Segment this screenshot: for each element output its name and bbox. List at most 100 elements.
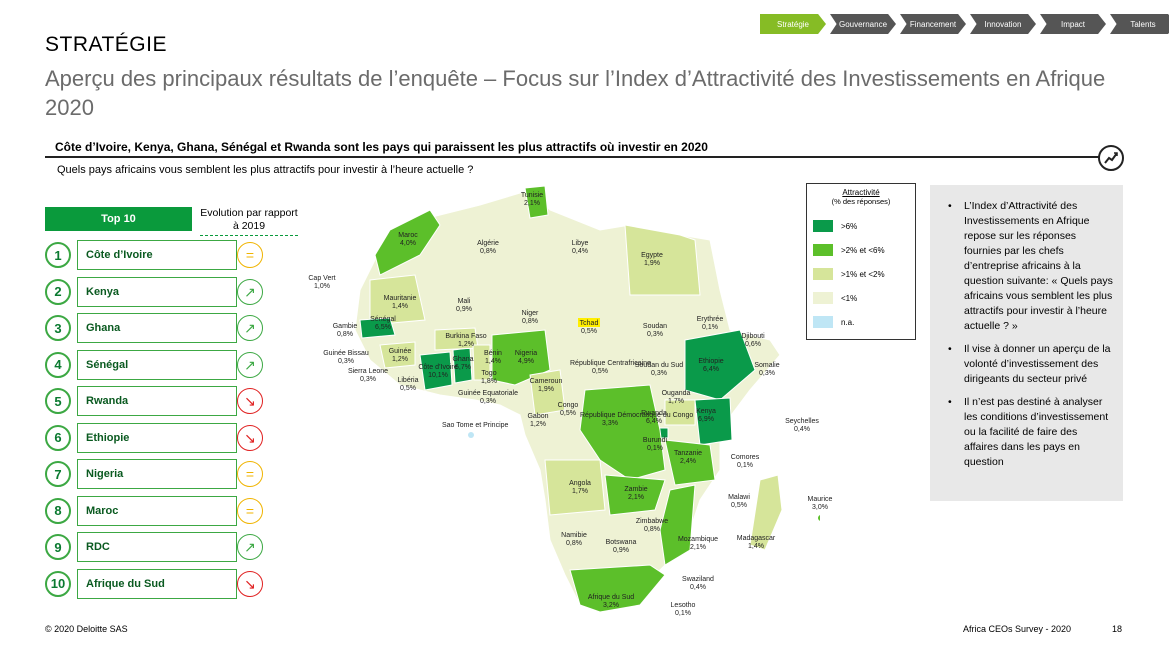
map-label-value: 1,2% [392, 356, 408, 363]
trend-down-icon: ↘ [237, 388, 263, 414]
map-label-country: Guinée [388, 348, 412, 355]
legend-item: >1% et <2% [813, 262, 909, 286]
survey-question: Quels pays africains vous semblent les p… [57, 164, 474, 176]
map-label: Soudan 0,3% [625, 323, 685, 339]
map-label: Sao Tome et Principe [442, 422, 509, 430]
map-label-country: Ouganda [661, 390, 691, 397]
map-label-country: Maroc [398, 232, 418, 239]
country-name: Afrique du Sud [77, 568, 237, 599]
breadcrumb-item-impact[interactable]: Impact [1040, 14, 1106, 34]
map-label-country: Mauritanie [383, 295, 417, 302]
top10-row: 5 Rwanda ↘ [45, 386, 305, 416]
region-maroc [374, 209, 441, 276]
evolution-header: Evolution par rapport à 2019 [200, 207, 298, 236]
country-name: Ghana [77, 313, 237, 343]
region-guinee [379, 341, 416, 369]
map-label: Djibouti 0,6% [723, 333, 783, 349]
legend-label: <1% [841, 293, 858, 303]
map-label-value: 0,3% [647, 331, 663, 338]
map-label-value: 0,4% [794, 426, 810, 433]
map-label: Lesotho 0,1% [653, 602, 713, 618]
legend-label: >2% et <6% [841, 245, 885, 255]
region-rdc [579, 384, 666, 481]
map-label-value: 4,0% [400, 240, 416, 247]
map-label-country: Maurice [807, 496, 833, 503]
top10-row: 2 Kenya ↗ [45, 276, 305, 307]
region-benin-togo [472, 344, 491, 381]
trend-equal-icon: = [237, 461, 263, 487]
info-bullet: Il n’est pas destiné à analyser les cond… [940, 395, 1113, 470]
map-label: Togo 1,8% [459, 370, 519, 386]
africa-map-svg [354, 185, 824, 613]
map-label: Guinée 1,2% [370, 348, 430, 364]
map-label-value: 0,3% [360, 376, 376, 383]
map-label-country: Tchad [579, 320, 599, 327]
map-label-country: Gabon [527, 413, 549, 420]
region-egypte [624, 224, 701, 296]
map-label: Tanzanie 2,4% [658, 450, 718, 466]
map-label-country: Sierra Leone [347, 368, 389, 375]
section-title: STRATÉGIE [45, 33, 167, 56]
map-label-country: Burundi [642, 437, 668, 444]
map-label: Niger 0,8% [500, 310, 560, 326]
rank-badge: 9 [45, 534, 71, 560]
legend-item: >2% et <6% [813, 238, 909, 262]
map-label-country: Ethiopie [698, 358, 724, 365]
country-name: Ethiopie [77, 422, 237, 453]
map-label-value: 0,5% [560, 410, 576, 417]
map-label-value: 0,5% [581, 328, 597, 335]
rank-badge: 3 [45, 315, 71, 341]
legend-label: >6% [841, 221, 858, 231]
breadcrumb-item-strategie[interactable]: Stratégie [760, 14, 826, 34]
map-label-country: Nigeria [514, 350, 538, 357]
map-label-value: 0,8% [480, 248, 496, 255]
breadcrumb-item-talents[interactable]: Talents [1110, 14, 1169, 34]
legend-swatch [813, 316, 833, 328]
map-label-country: Soudan du Sud [634, 362, 684, 369]
map-label-value: 1,4% [748, 543, 764, 550]
map-label: Gabon 1,2% [508, 413, 568, 429]
map-label-value: 3,0% [812, 504, 828, 511]
rank-badge: 1 [45, 242, 71, 268]
map-label-value: 0,8% [644, 526, 660, 533]
trend-up-icon: ↗ [237, 534, 263, 560]
map-label: Afrique du Sud 3,2% [581, 594, 641, 610]
region-tunisie [524, 185, 549, 219]
breadcrumb-item-gouvernance[interactable]: Gouvernance [830, 14, 896, 34]
map-label: Soudan du Sud 0,3% [629, 362, 689, 378]
map-label-value: 1,4% [392, 303, 408, 310]
region-maurice [818, 515, 824, 521]
map-label: Cameroun 1,9% [516, 378, 576, 394]
map-label-country: Guinée Bissau [323, 350, 369, 357]
map-label-country: Erythrée [696, 316, 724, 323]
legend-subtitle: (% des réponses) [831, 197, 891, 206]
map-label-value: 3,2% [603, 602, 619, 609]
map-label-country: Afrique du Sud [587, 594, 635, 601]
region-afrique-du-sud [569, 564, 666, 613]
map-label: Maroc 4,0% [378, 232, 438, 248]
breadcrumb-item-financement[interactable]: Financement [900, 14, 966, 34]
map-label-country: Botswana [605, 539, 637, 546]
map-label-value: 2,1% [690, 544, 706, 551]
map-label-country: Mali [457, 298, 471, 305]
map-label-country: Sao Tome et Principe [442, 422, 509, 429]
map-label: Côte d’Ivoire 10,1% [408, 364, 468, 380]
region-angola [544, 459, 606, 516]
map-label: Congo 0,5% [538, 402, 598, 418]
map-label-country: Somalie [754, 362, 780, 369]
map-label: Ethiopie 6,4% [681, 358, 741, 374]
map-label: Angola 1,7% [550, 480, 610, 496]
breadcrumb-item-innovation[interactable]: Innovation [970, 14, 1036, 34]
country-name: RDC [77, 532, 237, 562]
country-name: Sénégal [77, 349, 237, 380]
map-label: République Démocratique du Congo 3,3% [580, 412, 693, 428]
map-label-country: Lesotho [670, 602, 696, 609]
country-name: Côte d’Ivoire [77, 240, 237, 270]
map-label-country: Libye [571, 240, 589, 247]
map-label-country: Togo [481, 370, 497, 377]
map-label-country: Zimbabwe [635, 518, 669, 525]
map-label-value: 0,4% [690, 584, 706, 591]
legend-label: n.a. [841, 317, 855, 327]
map-label-country: Libéria [397, 377, 419, 384]
map-label-value: 1,9% [538, 386, 554, 393]
